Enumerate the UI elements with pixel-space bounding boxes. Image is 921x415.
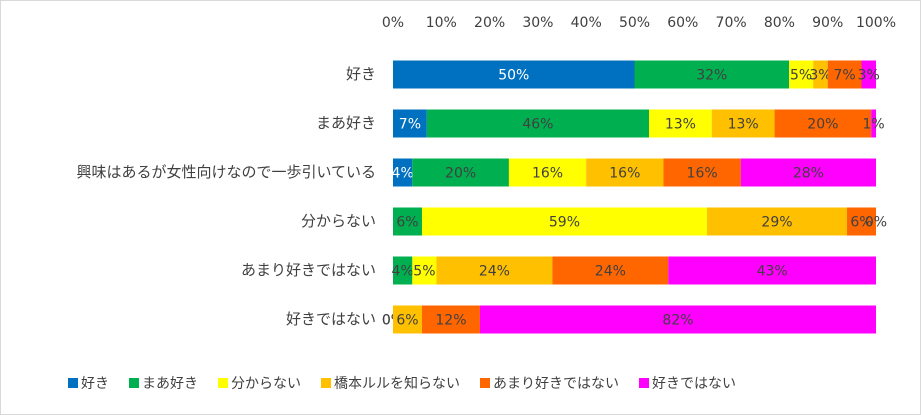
bar-segment xyxy=(789,60,814,89)
category-label: 好きではない xyxy=(286,310,376,328)
data-label: 43% xyxy=(757,264,788,280)
x-tick-label: 10% xyxy=(426,15,457,31)
data-label: 7% xyxy=(399,117,421,133)
bar-segment xyxy=(861,60,876,89)
bar-segment xyxy=(740,158,876,187)
data-label: 1% xyxy=(862,117,884,133)
bar-segment xyxy=(827,60,862,89)
bar-segment xyxy=(813,60,828,89)
legend-label: あまり好きではない xyxy=(493,376,619,392)
data-label: 16% xyxy=(532,166,563,182)
x-tick-label: 100% xyxy=(856,15,896,31)
bar-segment xyxy=(663,158,741,187)
category-label: 興味はあるが女性向けなので一歩引いている xyxy=(76,163,376,181)
bar-segment xyxy=(412,158,509,187)
bar-segment xyxy=(436,256,553,285)
bar-segment xyxy=(426,109,649,138)
data-label: 12% xyxy=(435,313,466,329)
data-label: 6% xyxy=(396,313,418,329)
bar-segment xyxy=(412,256,437,285)
bar-segment xyxy=(847,207,876,236)
bar-segment xyxy=(393,109,427,138)
data-label: 82% xyxy=(662,313,693,329)
data-label: 3% xyxy=(809,68,831,84)
data-label: 28% xyxy=(793,166,824,182)
bar-segment xyxy=(552,256,669,285)
data-label: 4% xyxy=(392,264,414,280)
legend-label: まあ好き xyxy=(142,376,198,392)
legend-swatch xyxy=(218,378,228,388)
data-label: 13% xyxy=(665,117,696,133)
data-label: 24% xyxy=(479,264,510,280)
category-label: あまり好きではない xyxy=(241,261,376,279)
data-label: 29% xyxy=(761,215,792,231)
bar-segment xyxy=(668,256,876,285)
bar-segment xyxy=(479,305,876,334)
x-tick-label: 20% xyxy=(474,15,505,31)
bar-segment xyxy=(711,109,775,138)
x-tick-label: 30% xyxy=(522,15,553,31)
data-label: 4% xyxy=(392,166,414,182)
data-label: 32% xyxy=(696,68,727,84)
legend-swatch xyxy=(639,378,649,388)
data-label: 16% xyxy=(609,166,640,182)
legend-swatch xyxy=(321,378,331,388)
bar-segment xyxy=(393,158,413,187)
data-label: 24% xyxy=(595,264,626,280)
bar-segment xyxy=(706,207,848,236)
data-label: 59% xyxy=(549,215,580,231)
data-label: 20% xyxy=(445,166,476,182)
category-label: まあ好き xyxy=(316,114,376,132)
data-label: 6% xyxy=(396,215,418,231)
bar-segment xyxy=(774,109,872,138)
x-tick-label: 50% xyxy=(619,15,650,31)
data-label: 5% xyxy=(790,68,812,84)
legend-swatch xyxy=(68,378,78,388)
legend-label: 橋本ルルを知らない xyxy=(334,375,460,392)
bar-segment xyxy=(421,207,707,236)
bar-segment xyxy=(586,158,664,187)
x-tick-label: 90% xyxy=(812,15,843,31)
data-label: 46% xyxy=(522,117,553,133)
legend-label: 分からない xyxy=(231,376,301,392)
data-label: 7% xyxy=(833,68,855,84)
data-label: 5% xyxy=(413,264,435,280)
bar-segment xyxy=(634,60,790,89)
data-label: 0% xyxy=(865,215,887,231)
bar-segment xyxy=(393,207,422,236)
x-tick-label: 0% xyxy=(382,15,404,31)
data-label: 6% xyxy=(850,215,872,231)
legend-swatch xyxy=(129,378,139,388)
legend-label: 好き xyxy=(81,376,109,392)
data-label: 50% xyxy=(498,68,529,84)
x-tick-label: 40% xyxy=(571,15,602,31)
legend-swatch xyxy=(480,378,490,388)
x-tick-label: 70% xyxy=(716,15,747,31)
data-label: 13% xyxy=(728,117,759,133)
bar-segment xyxy=(648,109,712,138)
legend-label: 好きではない xyxy=(652,376,736,392)
data-label: 20% xyxy=(807,117,838,133)
data-label: 16% xyxy=(687,166,718,182)
bar-segment xyxy=(421,305,480,334)
bar-segment xyxy=(508,158,587,187)
bar-segment xyxy=(871,109,876,138)
x-tick-label: 80% xyxy=(764,15,795,31)
category-label: 分からない xyxy=(301,212,376,230)
x-tick-label: 60% xyxy=(667,15,698,31)
data-label: 3% xyxy=(858,68,880,84)
bar-segment xyxy=(393,60,635,89)
bar-segment xyxy=(393,256,413,285)
category-label: 好き xyxy=(346,65,376,83)
bar-segment xyxy=(393,305,422,334)
